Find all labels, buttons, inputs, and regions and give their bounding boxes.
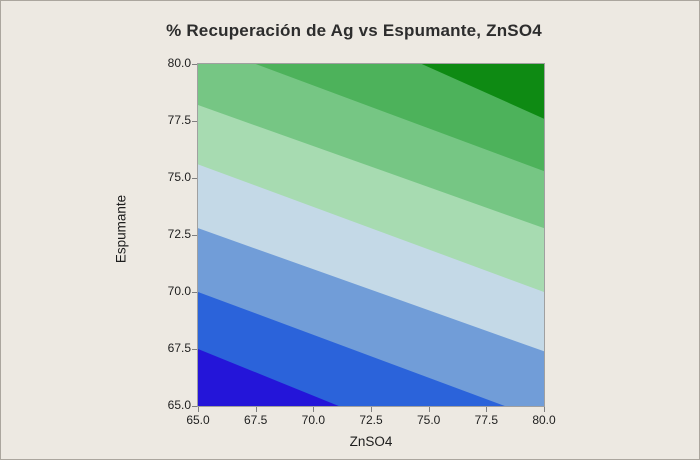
contour-plot-canvas[interactable]	[197, 63, 545, 407]
y-tick-mark	[192, 178, 197, 179]
y-tick-mark	[192, 349, 197, 350]
x-tick-mark	[544, 407, 545, 412]
y-tick-label: 75.0	[167, 170, 191, 184]
contour-band-6	[255, 64, 544, 172]
x-tick-label: 65.0	[186, 413, 210, 427]
x-tick-mark	[486, 407, 488, 412]
x-tick-mark	[198, 407, 199, 412]
contour-bands-svg	[198, 64, 544, 406]
x-tick-label: 72.5	[359, 413, 383, 427]
y-tick-mark	[192, 406, 197, 407]
y-tick-label: 72.5	[167, 227, 191, 241]
y-tick-label: 80.0	[167, 56, 191, 70]
contour-band-7	[421, 64, 544, 119]
x-tick-label: 70.0	[301, 413, 326, 427]
x-tick-mark	[428, 407, 430, 412]
x-tick-mark	[313, 407, 315, 412]
y-tick-mark	[192, 64, 197, 65]
y-tick-label: 67.5	[167, 341, 191, 355]
chart-title: % Recuperación de Ag vs Espumante, ZnSO4	[166, 21, 542, 40]
y-tick-mark	[192, 235, 197, 236]
y-tick-label: 65.0	[167, 398, 191, 412]
x-tick-mark	[255, 407, 257, 412]
y-tick-mark	[192, 292, 197, 293]
x-tick-mark	[371, 407, 372, 412]
x-tick-label: 75.0	[416, 413, 441, 427]
x-axis-title: ZnSO4	[349, 434, 393, 449]
y-tick-mark	[192, 121, 197, 122]
x-tick-label: 77.5	[474, 413, 499, 427]
x-tick-label: 80.0	[532, 413, 556, 427]
x-tick-label: 67.5	[243, 413, 268, 427]
y-tick-label: 70.0	[167, 284, 191, 298]
y-axis-title: Espumante	[113, 194, 129, 264]
y-tick-label: 77.5	[167, 113, 191, 127]
